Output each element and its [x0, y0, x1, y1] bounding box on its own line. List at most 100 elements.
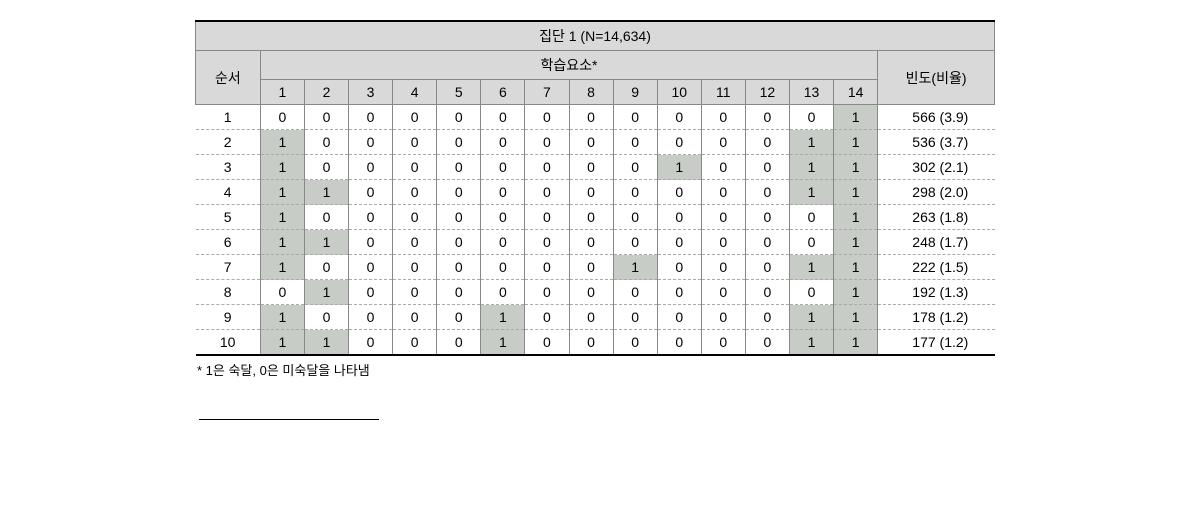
elem-cell: 0 — [569, 330, 613, 356]
elem-cell: 1 — [260, 305, 304, 330]
elem-cell: 0 — [481, 230, 525, 255]
freq-cell: 536 (3.7) — [878, 130, 995, 155]
elem-cell: 0 — [393, 255, 437, 280]
header-elem-col: 4 — [393, 80, 437, 105]
freq-cell: 178 (1.2) — [878, 305, 995, 330]
elem-cell: 0 — [304, 305, 348, 330]
elem-cell: 0 — [613, 280, 657, 305]
elem-cell: 0 — [349, 105, 393, 130]
header-freq: 빈도(비율) — [878, 51, 995, 105]
elem-cell: 0 — [569, 180, 613, 205]
elem-cell: 0 — [393, 105, 437, 130]
header-elem-col: 14 — [834, 80, 878, 105]
elem-cell: 0 — [701, 330, 745, 356]
elem-cell: 0 — [701, 180, 745, 205]
elem-cell: 0 — [745, 330, 789, 356]
table-row: 510000000000001263 (1.8) — [196, 205, 995, 230]
freq-cell: 298 (2.0) — [878, 180, 995, 205]
elem-cell: 0 — [613, 180, 657, 205]
elem-cell: 1 — [789, 130, 833, 155]
elem-cell: 0 — [525, 130, 569, 155]
elem-cell: 1 — [834, 305, 878, 330]
elem-cell: 1 — [304, 180, 348, 205]
header-elem-col: 2 — [304, 80, 348, 105]
elem-cell: 0 — [304, 255, 348, 280]
elem-cell: 0 — [657, 305, 701, 330]
elem-cell: 0 — [657, 180, 701, 205]
elem-cell: 0 — [304, 205, 348, 230]
elem-cell: 0 — [569, 255, 613, 280]
table-row: 910000100000011178 (1.2) — [196, 305, 995, 330]
freq-cell: 177 (1.2) — [878, 330, 995, 356]
header-elem-col: 6 — [481, 80, 525, 105]
elem-cell: 0 — [745, 130, 789, 155]
elem-cell: 1 — [304, 230, 348, 255]
elem-cell: 0 — [613, 130, 657, 155]
elem-cell: 0 — [701, 205, 745, 230]
elem-cell: 0 — [657, 205, 701, 230]
header-elem-col: 3 — [349, 80, 393, 105]
elem-cell: 0 — [657, 230, 701, 255]
header-elem-col: 1 — [260, 80, 304, 105]
table-row: 611000000000001248 (1.7) — [196, 230, 995, 255]
elem-cell: 0 — [613, 155, 657, 180]
elem-cell: 0 — [745, 105, 789, 130]
elem-cell: 0 — [481, 205, 525, 230]
elem-cell: 0 — [349, 130, 393, 155]
elem-cell: 1 — [834, 105, 878, 130]
elem-cell: 1 — [260, 205, 304, 230]
elem-cell: 1 — [304, 280, 348, 305]
elem-cell: 1 — [304, 330, 348, 356]
elem-cell: 0 — [745, 305, 789, 330]
elem-cell: 0 — [437, 205, 481, 230]
table-body: 100000000000001566 (3.9)2100000000000115… — [196, 105, 995, 356]
elem-cell: 0 — [437, 255, 481, 280]
elem-cell: 0 — [569, 205, 613, 230]
seq-cell: 3 — [196, 155, 261, 180]
elem-cell: 0 — [437, 230, 481, 255]
elem-cell: 0 — [481, 130, 525, 155]
elem-cell: 0 — [613, 205, 657, 230]
elem-cell: 0 — [525, 205, 569, 230]
elem-cell: 0 — [613, 105, 657, 130]
elem-cell: 0 — [481, 255, 525, 280]
elem-cell: 0 — [657, 255, 701, 280]
freq-cell: 222 (1.5) — [878, 255, 995, 280]
elem-cell: 1 — [657, 155, 701, 180]
seq-cell: 2 — [196, 130, 261, 155]
elem-cell: 1 — [260, 330, 304, 356]
elem-cell: 1 — [834, 205, 878, 230]
elem-cell: 1 — [834, 330, 878, 356]
elem-cell: 1 — [260, 255, 304, 280]
elem-cell: 0 — [304, 155, 348, 180]
elem-cell: 0 — [393, 305, 437, 330]
table-row: 100000000000001566 (3.9) — [196, 105, 995, 130]
elem-cell: 0 — [481, 155, 525, 180]
elem-cell: 0 — [745, 230, 789, 255]
elem-cell: 0 — [569, 155, 613, 180]
freq-cell: 192 (1.3) — [878, 280, 995, 305]
elem-cell: 0 — [569, 230, 613, 255]
elem-cell: 0 — [657, 280, 701, 305]
elem-cell: 0 — [349, 330, 393, 356]
freq-cell: 248 (1.7) — [878, 230, 995, 255]
elem-cell: 0 — [789, 105, 833, 130]
elem-cell: 0 — [481, 180, 525, 205]
elem-cell: 0 — [701, 280, 745, 305]
elem-cell: 1 — [260, 180, 304, 205]
elem-cell: 0 — [393, 130, 437, 155]
elem-cell: 0 — [701, 230, 745, 255]
elem-cell: 0 — [393, 205, 437, 230]
elem-cell: 0 — [437, 105, 481, 130]
table-row: 210000000000011536 (3.7) — [196, 130, 995, 155]
elem-cell: 1 — [481, 330, 525, 356]
freq-cell: 263 (1.8) — [878, 205, 995, 230]
elem-cell: 0 — [525, 255, 569, 280]
elem-cell: 0 — [701, 305, 745, 330]
elem-cell: 0 — [789, 205, 833, 230]
elem-cell: 0 — [745, 205, 789, 230]
elem-cell: 0 — [701, 105, 745, 130]
elem-cell: 0 — [525, 330, 569, 356]
table-row: 1011000100000011177 (1.2) — [196, 330, 995, 356]
elem-cell: 1 — [834, 180, 878, 205]
